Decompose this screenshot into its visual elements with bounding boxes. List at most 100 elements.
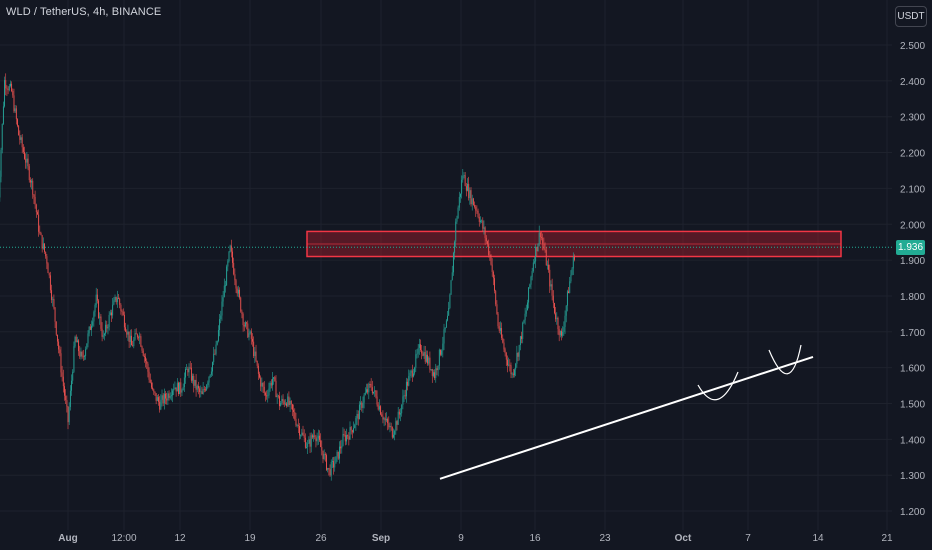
candle-body	[201, 391, 203, 394]
candle-body	[25, 158, 27, 163]
candle-body	[542, 237, 544, 244]
candle-body	[172, 390, 174, 396]
currency-button[interactable]: USDT	[895, 6, 927, 27]
candle-body	[350, 427, 352, 431]
current-price-tag: 1.936	[896, 240, 925, 255]
candle-body	[167, 393, 169, 401]
candle-body	[195, 379, 197, 390]
candle-body	[383, 418, 385, 420]
candle-body	[471, 198, 473, 205]
candle-body	[277, 395, 279, 397]
candle-body	[76, 340, 78, 343]
candle-body	[41, 235, 43, 249]
candle-body	[267, 395, 269, 397]
candle-body	[88, 326, 90, 334]
candle-body	[112, 304, 114, 316]
candle-body	[336, 451, 338, 457]
candle-body	[380, 406, 382, 415]
candle-body	[572, 256, 574, 269]
candle-body	[541, 237, 542, 238]
candle-body	[282, 398, 284, 402]
candle-body	[139, 336, 141, 338]
time-tick-label: Sep	[372, 533, 390, 544]
candle-body	[37, 212, 38, 215]
candle-body	[40, 232, 42, 236]
candle-body	[81, 351, 83, 357]
higher-low-arc-2[interactable]	[768, 344, 802, 375]
candle-body	[358, 404, 360, 420]
candle-body	[324, 453, 326, 456]
candle-body	[42, 243, 44, 249]
candle-body	[58, 341, 60, 350]
candle-body	[414, 367, 416, 374]
candle-body	[367, 389, 369, 393]
price-tick-label: 1.400	[900, 435, 925, 446]
candle-body	[287, 396, 289, 406]
candle-body	[303, 435, 305, 438]
candle-body	[387, 419, 389, 424]
candle-body	[33, 194, 35, 197]
candle-body	[163, 393, 165, 404]
candle-body	[133, 339, 135, 347]
candle-body	[182, 387, 184, 391]
time-tick-label: Aug	[58, 533, 77, 544]
candle-body	[364, 392, 366, 395]
candle-body	[316, 438, 318, 442]
candle-body	[371, 387, 373, 394]
candle-body	[431, 369, 433, 376]
candle-body	[296, 425, 298, 426]
candle-body	[385, 419, 387, 421]
annotations[interactable]	[439, 344, 814, 480]
candle-body	[268, 388, 270, 396]
price-tick-label: 1.600	[900, 364, 925, 375]
candle-body	[189, 367, 191, 369]
candle-body	[562, 331, 564, 336]
price-tick-label: 2.500	[900, 41, 925, 52]
candle-body	[535, 246, 537, 262]
candle-body	[429, 357, 431, 370]
candle-body	[381, 414, 383, 417]
candle-body	[147, 363, 149, 372]
candle-body	[169, 396, 171, 398]
candle-body	[82, 356, 84, 358]
candle-body	[487, 241, 488, 245]
candle-body	[121, 310, 123, 312]
ascending-trendline[interactable]	[439, 355, 814, 480]
candle-body	[322, 450, 324, 460]
candle-body	[270, 382, 272, 386]
candle-body	[181, 390, 183, 393]
candle-body	[5, 80, 7, 89]
candle-body	[235, 280, 237, 289]
candle-body	[200, 391, 202, 393]
candle-body	[62, 376, 64, 387]
candle-body	[214, 353, 216, 355]
candle-body	[404, 395, 406, 397]
candle-body	[254, 351, 256, 357]
candle-body	[31, 180, 33, 183]
candle-body	[342, 434, 344, 446]
candle-body	[223, 285, 225, 298]
time-tick-label: 19	[244, 533, 256, 544]
candle-body	[138, 337, 139, 339]
resistance-zone[interactable]	[0, 230, 892, 258]
candle-body	[389, 426, 391, 428]
candle-body	[534, 261, 535, 263]
candle-body	[349, 427, 351, 440]
candle-body	[108, 314, 110, 327]
candle-body	[569, 281, 571, 294]
candle-body	[430, 369, 432, 370]
candle-body	[80, 351, 82, 357]
higher-low-arc-1[interactable]	[697, 371, 739, 401]
candle-body	[249, 331, 251, 334]
candle-body	[502, 337, 504, 343]
candle-body	[361, 402, 363, 408]
candle-body	[510, 365, 512, 375]
candle-body	[344, 435, 346, 442]
candle-body	[243, 325, 245, 327]
candle-body	[259, 373, 260, 378]
time-axis[interactable]: Aug 12:00 12 19 26 Sep 9 16 23 Oct 7 14 21	[58, 533, 893, 544]
candle-body	[518, 345, 520, 357]
candle-body	[574, 256, 575, 260]
price-axis[interactable]: 2.500 2.400 2.300 2.200 2.100 2.000 1.900 1.800…	[900, 41, 925, 518]
